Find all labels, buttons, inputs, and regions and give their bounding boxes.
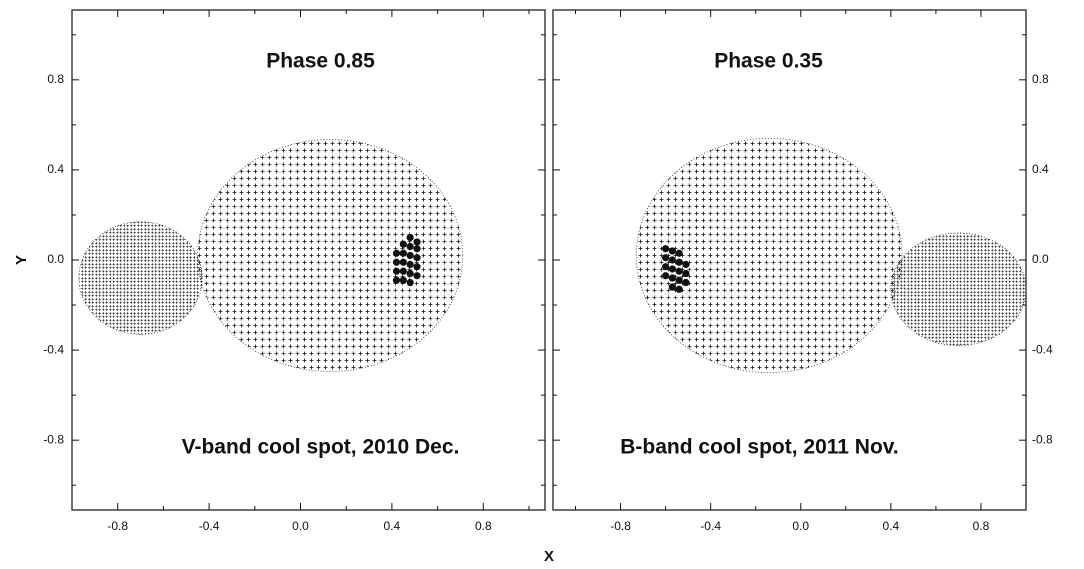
- star-surface: [890, 232, 1027, 346]
- spot-point: [406, 251, 414, 260]
- spot-point: [399, 258, 407, 266]
- spot-point: [662, 254, 670, 262]
- y-tick-label: -0.4: [43, 342, 64, 356]
- y-tick-label: 0.4: [47, 162, 64, 176]
- spot-point: [682, 269, 690, 278]
- y-tick-label: 0.4: [1032, 162, 1049, 176]
- spot-point: [668, 274, 676, 282]
- spot-point: [662, 245, 670, 253]
- x-tick-label: 0.8: [475, 519, 492, 533]
- spot-point: [413, 254, 421, 262]
- spot-point: [413, 263, 421, 271]
- y-tick-label: 0.0: [1032, 252, 1049, 266]
- y-tick-label: 0.0: [47, 252, 64, 266]
- star-surface: [78, 221, 203, 335]
- y-axis-label: Y: [13, 255, 30, 265]
- spot-point: [682, 260, 690, 269]
- spot-point: [662, 263, 670, 271]
- spot-point: [399, 249, 407, 257]
- spot-point: [406, 233, 414, 242]
- x-tick-label: -0.8: [107, 519, 128, 533]
- spot-point: [406, 269, 414, 278]
- spot-point: [668, 256, 676, 264]
- x-tick-label: 0.4: [384, 519, 401, 533]
- spot-point: [662, 272, 670, 280]
- spot-point: [392, 258, 401, 266]
- spot-point: [399, 276, 407, 284]
- star-surface: [197, 139, 464, 372]
- star-surface: [635, 137, 903, 374]
- spot-point: [406, 278, 414, 287]
- spot-point: [675, 258, 683, 266]
- x-tick-label: -0.4: [700, 519, 721, 533]
- spot-point: [675, 276, 683, 284]
- y-tick-label: -0.8: [43, 432, 64, 446]
- spot-point: [682, 278, 690, 287]
- x-axis-label: X: [544, 548, 554, 565]
- annotation: V-band cool spot, 2010 Dec.: [182, 436, 460, 459]
- spot-point: [406, 242, 414, 251]
- spot-point: [413, 245, 421, 253]
- panel-title: Phase 0.85: [266, 50, 375, 73]
- x-tick-label: 0.0: [792, 519, 809, 533]
- spot-point: [399, 240, 407, 248]
- annotation: B-band cool spot, 2011 Nov.: [620, 436, 899, 459]
- x-tick-label: -0.8: [610, 519, 631, 533]
- y-tick-label: -0.8: [1032, 432, 1053, 446]
- spot-point: [406, 260, 414, 269]
- spot-point: [392, 267, 401, 275]
- spot-point: [668, 283, 676, 291]
- spot-point: [413, 238, 421, 246]
- x-tick-label: 0.8: [973, 519, 990, 533]
- spot-point: [668, 265, 676, 273]
- spot-point: [675, 285, 683, 293]
- panel-title: Phase 0.35: [714, 50, 823, 73]
- y-tick-label: 0.8: [1032, 72, 1049, 86]
- x-tick-label: -0.4: [199, 519, 220, 533]
- x-tick-label: 0.0: [292, 519, 309, 533]
- spot-point: [668, 247, 676, 255]
- spot-point: [392, 276, 401, 284]
- spot-point: [413, 272, 421, 280]
- y-tick-label: -0.4: [1032, 342, 1053, 356]
- spot-point: [675, 249, 683, 257]
- spot-point: [675, 267, 683, 275]
- x-tick-label: 0.4: [883, 519, 900, 533]
- y-tick-label: 0.8: [47, 72, 64, 86]
- spot-point: [392, 249, 401, 257]
- spot-point: [399, 267, 407, 275]
